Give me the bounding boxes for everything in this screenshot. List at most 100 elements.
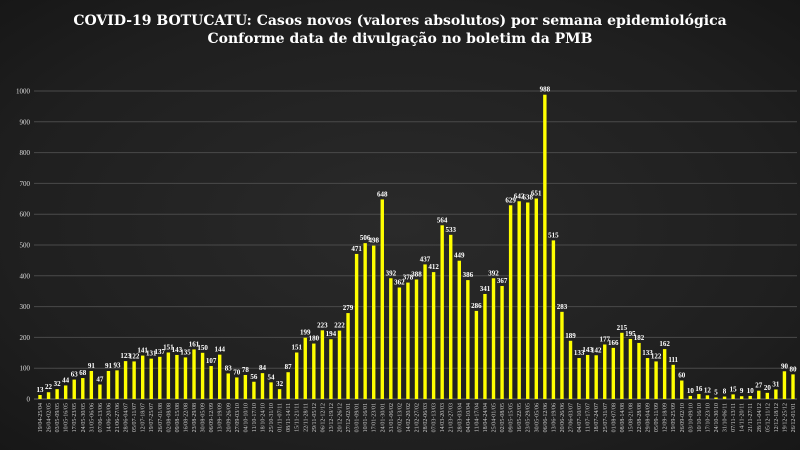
bar bbox=[782, 371, 787, 399]
data-label: 151 bbox=[291, 343, 302, 351]
x-tick-label: 22/08-28/08 bbox=[637, 403, 643, 432]
data-label: 367 bbox=[497, 277, 508, 285]
bar bbox=[560, 311, 564, 399]
data-label: 362 bbox=[394, 279, 405, 287]
x-tick-label: 02/08-08/08 bbox=[166, 403, 172, 432]
x-tick-label: 26/12-01/01 bbox=[791, 403, 797, 432]
x-tick-label: 28/02-06/03 bbox=[423, 403, 429, 432]
data-label: 111 bbox=[668, 356, 678, 364]
y-tick-label: 300 bbox=[20, 303, 31, 311]
y-tick-label: 0 bbox=[27, 396, 31, 404]
data-label: 471 bbox=[351, 245, 362, 253]
x-tick-label: 15/08-21/08 bbox=[628, 403, 634, 432]
data-label: 182 bbox=[634, 334, 645, 342]
x-tick-label: 28/06-04/07 bbox=[124, 403, 130, 432]
x-tick-label: 03/05-09/05 bbox=[55, 403, 61, 432]
bar bbox=[620, 332, 624, 399]
bar bbox=[680, 380, 684, 399]
y-tick-label: 100 bbox=[20, 365, 31, 373]
x-tick-label: 29/08-04/09 bbox=[646, 403, 652, 432]
bar bbox=[81, 378, 85, 399]
x-tick-label: 21/02-27/02 bbox=[415, 403, 421, 432]
data-label: 162 bbox=[659, 340, 670, 348]
bar bbox=[440, 225, 444, 399]
bar bbox=[483, 293, 487, 399]
bar bbox=[55, 389, 59, 399]
bar bbox=[252, 381, 256, 399]
data-label: 91 bbox=[105, 362, 113, 370]
y-tick-label: 600 bbox=[20, 211, 31, 219]
bar bbox=[739, 396, 744, 399]
bar bbox=[329, 339, 333, 399]
bar bbox=[98, 384, 102, 399]
bar bbox=[72, 379, 76, 399]
x-tick-label: 06/09-12/09 bbox=[209, 403, 215, 432]
bar bbox=[722, 396, 727, 399]
data-label: 68 bbox=[79, 369, 87, 377]
data-label: 32 bbox=[54, 380, 62, 388]
x-tick-label: 05/09-11/09 bbox=[654, 403, 660, 432]
data-label: 988 bbox=[540, 86, 551, 94]
bar bbox=[423, 264, 427, 399]
bar bbox=[500, 285, 504, 399]
x-tick-label: 05/12-11/12 bbox=[765, 403, 771, 432]
x-axis-ticks: 19/04-25/04 26/04-02/05 03/05-09/05 10/05-1… bbox=[38, 403, 797, 432]
bars bbox=[38, 94, 795, 400]
data-label: 498 bbox=[368, 237, 379, 245]
y-tick-label: 900 bbox=[20, 118, 31, 126]
bar bbox=[235, 377, 239, 399]
x-tick-label: 07/06-13/06 bbox=[98, 403, 104, 432]
bar bbox=[38, 394, 42, 399]
data-label: 123 bbox=[120, 352, 131, 360]
bar bbox=[603, 344, 607, 399]
x-tick-label: 09/08-15/08 bbox=[175, 403, 181, 432]
data-label: 515 bbox=[548, 231, 559, 239]
bar bbox=[63, 385, 68, 399]
bar bbox=[585, 354, 590, 399]
data-label: 629 bbox=[505, 196, 516, 204]
x-tick-label: 18/04-24/04 bbox=[483, 403, 489, 432]
y-tick-label: 700 bbox=[20, 180, 31, 188]
data-label: 378 bbox=[403, 274, 414, 282]
data-label: 283 bbox=[557, 303, 568, 311]
x-tick-label: 18/10-24/10 bbox=[260, 403, 266, 432]
x-tick-label: 06/06-12/06 bbox=[543, 403, 549, 432]
data-label: 189 bbox=[565, 332, 576, 340]
x-tick-label: 31/10-06/11 bbox=[723, 403, 729, 432]
data-label: 22 bbox=[45, 383, 53, 391]
data-label: 199 bbox=[300, 329, 311, 337]
x-tick-label: 12/12-18/12 bbox=[774, 403, 780, 432]
data-label: 194 bbox=[326, 330, 337, 338]
data-label: 131 bbox=[146, 350, 157, 358]
data-label: 279 bbox=[343, 304, 354, 312]
bar bbox=[115, 370, 119, 399]
data-label: 27 bbox=[755, 382, 763, 390]
y-tick-label: 500 bbox=[20, 242, 31, 250]
bar bbox=[466, 280, 470, 399]
bar bbox=[295, 352, 299, 399]
bar bbox=[183, 357, 188, 399]
bar bbox=[414, 279, 419, 399]
x-tick-label: 24/10-30/10 bbox=[714, 403, 720, 432]
x-tick-label: 12/09-18/09 bbox=[663, 403, 669, 432]
data-label: 143 bbox=[582, 346, 593, 354]
x-tick-label: 21/11-27/11 bbox=[748, 403, 754, 432]
data-label: 83 bbox=[225, 364, 233, 372]
bar bbox=[637, 342, 641, 399]
data-label: 180 bbox=[309, 335, 320, 343]
x-tick-label: 23/08-29/08 bbox=[192, 403, 198, 432]
x-tick-label: 17/01-23/01 bbox=[372, 403, 378, 432]
x-tick-label: 13/06-19/06 bbox=[551, 403, 557, 432]
bar bbox=[697, 394, 701, 399]
data-label: 392 bbox=[386, 269, 397, 277]
x-tick-label: 07/11-13/11 bbox=[731, 403, 737, 432]
data-label: 166 bbox=[608, 339, 619, 347]
chart-title: COVID-19 BOTUCATU: Casos novos (valores … bbox=[73, 13, 726, 29]
x-tick-label: 16/08-22/08 bbox=[183, 403, 189, 432]
bar bbox=[346, 313, 350, 399]
bar bbox=[449, 234, 453, 399]
data-label: 533 bbox=[445, 226, 456, 234]
x-tick-label: 31/05-06/06 bbox=[89, 403, 95, 432]
data-label: 32 bbox=[276, 380, 284, 388]
